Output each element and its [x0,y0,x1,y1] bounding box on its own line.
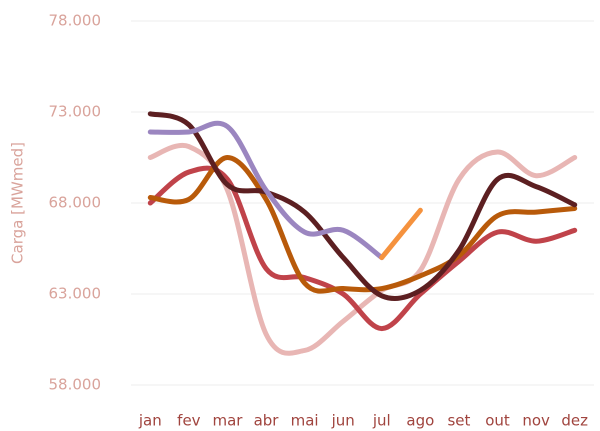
y-tick-label: 78.000 [49,12,102,30]
y-axis-label: Carga [MWmed] [9,142,27,264]
y-tick-label: 58.000 [49,376,102,394]
line-series [147,165,578,332]
y-tick-label: 73.000 [49,103,102,121]
x-tick-label: jun [331,412,355,430]
x-tick-label: fev [177,412,201,430]
line-series [147,155,578,294]
x-tick-label: ago [406,412,434,430]
line-series [379,207,423,261]
x-tick-label: dez [561,412,588,430]
line-series [147,120,385,261]
y-tick-label: 68.000 [49,194,102,212]
y-tick-label: 63.000 [49,285,102,303]
x-tick-label: jul [372,412,391,430]
x-tick-label: set [447,412,470,430]
x-tick-label: mar [212,412,243,430]
x-tick-label: nov [522,412,550,430]
x-tick-label: jan [138,412,162,430]
x-tick-label: mai [291,412,319,430]
x-tick-label: out [485,412,510,430]
line-series [147,111,578,301]
x-tick-label: abr [254,412,280,430]
